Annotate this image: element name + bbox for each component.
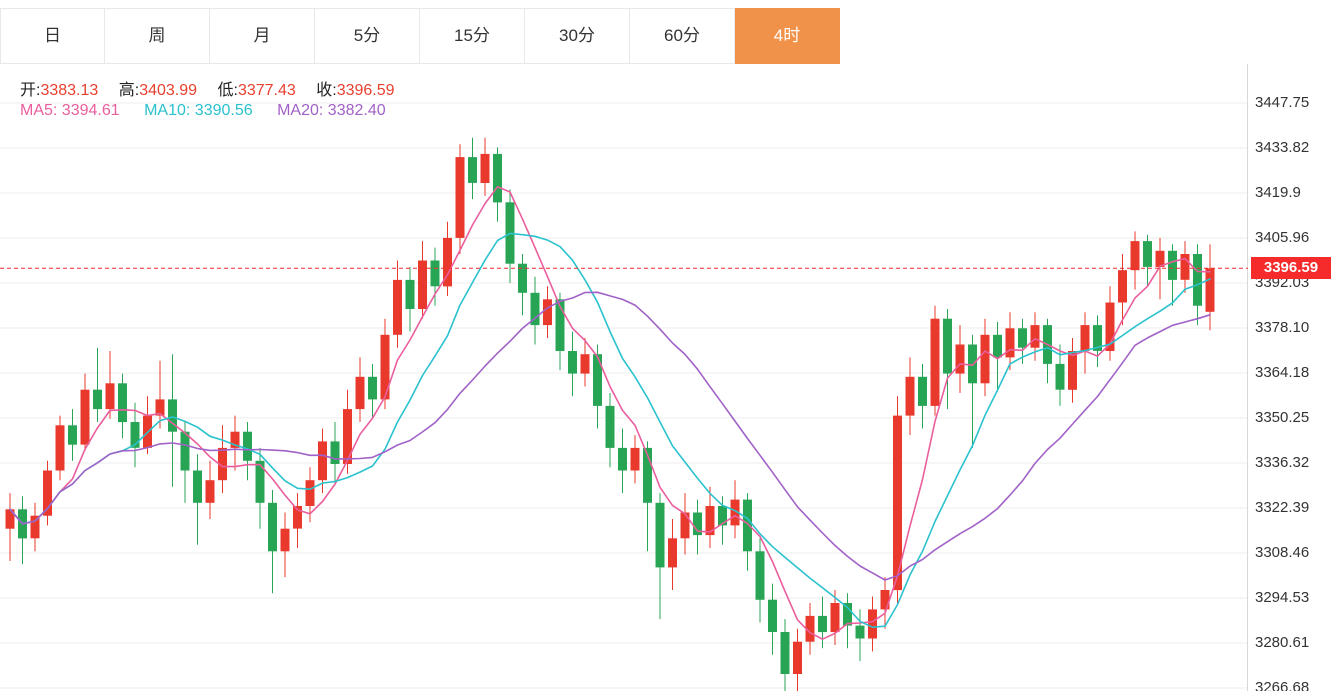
- tab-month[interactable]: 月: [210, 8, 315, 64]
- tab-day[interactable]: 日: [0, 8, 105, 64]
- y-axis-tick: 3294.53: [1255, 589, 1310, 606]
- ma5-readout: MA5: 3394.61: [20, 102, 120, 119]
- y-axis-tick: 3280.61: [1255, 634, 1310, 651]
- close-readout: 收:3396.59: [316, 82, 394, 99]
- ma10-value: 3390.56: [194, 102, 253, 119]
- y-axis-tick: 3433.82: [1255, 139, 1310, 156]
- last-price-tag: 3396.59: [1251, 257, 1331, 279]
- y-axis-tick: 3405.96: [1255, 229, 1310, 246]
- close-value: 3396.59: [336, 82, 395, 99]
- y-axis-tick: 3350.25: [1255, 409, 1310, 426]
- y-axis-tick: 3322.39: [1255, 499, 1310, 516]
- ma-readout: MA5: 3394.61 MA10: 3390.56 MA20: 3382.40: [20, 102, 406, 120]
- close-label: 收:: [316, 82, 337, 99]
- y-axis-tick: 3447.75: [1255, 94, 1310, 111]
- ma5-line: [9, 186, 1211, 641]
- chart-area: 开:3383.13 高:3403.99 低:3377.43 收:3396.59 …: [0, 64, 1331, 691]
- tab-15min[interactable]: 15分: [420, 8, 525, 64]
- gridlines: [0, 102, 1248, 689]
- high-readout: 高:3403.99: [119, 82, 197, 99]
- y-axis-tick: 3364.18: [1255, 364, 1310, 381]
- y-axis-tick: 3419.9: [1255, 184, 1301, 201]
- tab-60min[interactable]: 60分: [630, 8, 735, 64]
- high-label: 高:: [118, 82, 140, 99]
- ma20-value: 3382.40: [327, 102, 386, 119]
- timeframe-tabbar: 日 周 月 5分 15分 30分 60分 4时: [0, 0, 1331, 64]
- tab-week[interactable]: 周: [105, 8, 210, 64]
- ma20-readout: MA20: 3382.40: [277, 102, 386, 119]
- y-axis-tick: 3266.68: [1255, 679, 1310, 691]
- ma20-line: [9, 291, 1211, 581]
- low-label: 低:: [217, 82, 238, 99]
- ma5-value: 3394.61: [61, 102, 120, 119]
- open-label: 开:: [20, 82, 41, 99]
- tab-30min[interactable]: 30分: [525, 8, 630, 64]
- high-value: 3403.99: [139, 82, 198, 99]
- ohlc-readout: 开:3383.13 高:3403.99 低:3377.43 收:3396.59: [20, 76, 411, 100]
- y-axis: 3447.75 3433.82 3419.9 3405.96 3392.03 3378.1…: [1248, 64, 1331, 691]
- ma10-readout: MA10: 3390.56: [144, 102, 253, 119]
- y-axis-tick: 3308.46: [1255, 544, 1310, 561]
- ma10-line: [9, 232, 1211, 629]
- y-axis-tick: 3336.32: [1255, 454, 1310, 471]
- low-value: 3377.43: [237, 82, 296, 99]
- tab-5min[interactable]: 5分: [315, 8, 420, 64]
- low-readout: 低:3377.43: [218, 82, 296, 99]
- y-axis-tick: 3378.10: [1255, 319, 1310, 336]
- tab-4hour[interactable]: 4时: [735, 8, 840, 64]
- open-readout: 开:3383.13: [20, 82, 98, 99]
- open-value: 3383.13: [40, 82, 99, 99]
- candles: [5, 137, 1215, 691]
- candlestick-chart[interactable]: [0, 64, 1248, 691]
